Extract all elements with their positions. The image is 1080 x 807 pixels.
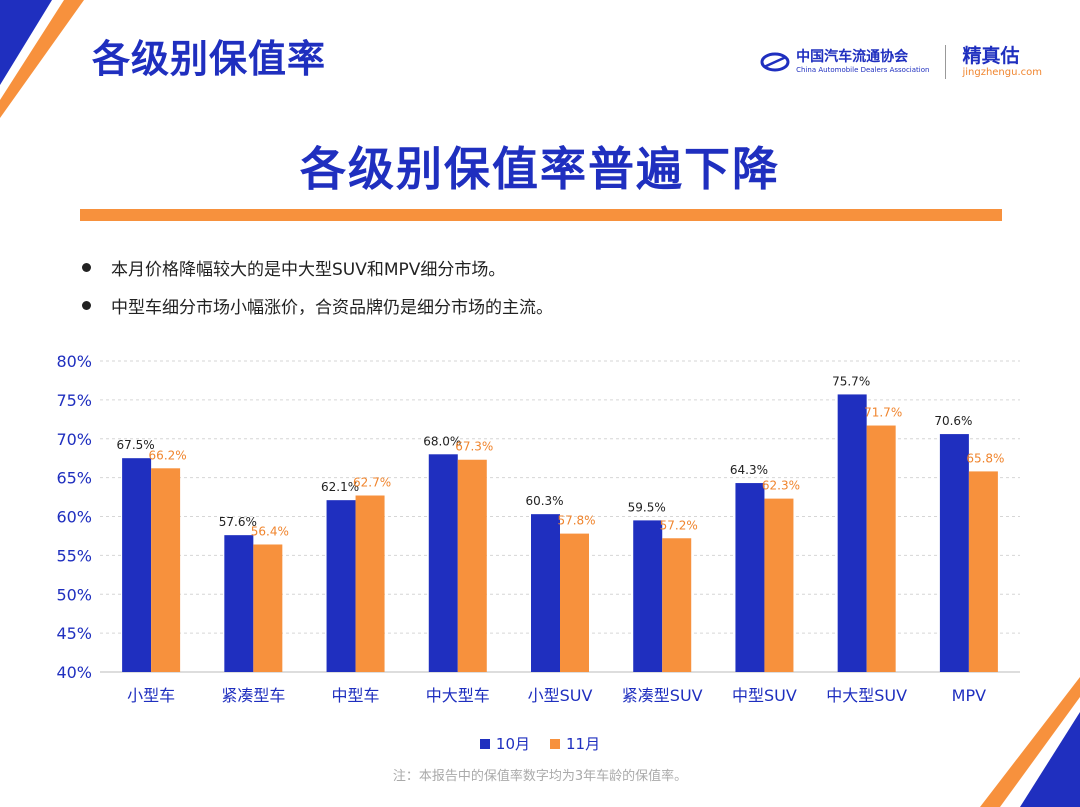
jzg-logo: 精真估 jingzhengu.com	[962, 45, 1042, 79]
x-tick-label: 小型SUV	[528, 686, 593, 705]
footnote: 注：本报告中的保值率数字均为3年车龄的保值率。	[392, 769, 688, 784]
bar-data-label: 57.8%	[557, 514, 595, 528]
y-tick-label: 80%	[56, 352, 92, 371]
title-underline-bar	[80, 209, 1002, 221]
y-tick-label: 60%	[56, 508, 92, 527]
main-title: 各级别保值率普遍下降	[300, 142, 780, 196]
bullet-text: 中型车细分市场小幅涨价，合资品牌仍是细分市场的主流。	[111, 297, 553, 318]
logos: 中国汽车流通协会 China Automobile Dealers Associ…	[760, 42, 1042, 82]
bar-data-label: 68.0%	[423, 434, 461, 448]
logo-separator	[945, 45, 947, 79]
bar-oct	[531, 514, 560, 672]
legend-swatch-nov	[550, 738, 560, 749]
y-tick-label: 45%	[56, 624, 92, 643]
bar-nov	[151, 468, 181, 672]
bar-nov	[866, 425, 896, 672]
bar-data-label: 64.3%	[730, 463, 768, 477]
x-tick-label: MPV	[952, 686, 986, 705]
bar-nov	[355, 495, 385, 672]
y-tick-label: 40%	[56, 663, 92, 682]
bullet-list: 本月价格降幅较大的是中大型SUV和MPV细分市场。 中型车细分市场小幅涨价，合资…	[82, 248, 553, 324]
bullet-item: 中型车细分市场小幅涨价，合资品牌仍是细分市场的主流。	[82, 286, 553, 324]
bullet-dot-icon	[82, 300, 91, 310]
y-tick-label: 50%	[56, 585, 92, 604]
bar-data-label: 75.7%	[832, 374, 870, 388]
cada-name: 中国汽车流通协会 China Automobile Dealers Associ…	[796, 49, 929, 75]
bar-data-label: 62.1%	[321, 480, 359, 494]
bar-nov	[560, 533, 589, 672]
legend-item-oct: 10月	[479, 733, 530, 754]
bar-nov	[662, 538, 692, 672]
bar-nov	[253, 544, 283, 672]
bar-nov	[968, 471, 998, 672]
legend-label-nov: 11月	[566, 735, 601, 753]
x-tick-label: 紧凑型车	[221, 686, 285, 705]
bar-data-label: 56.4%	[251, 524, 289, 538]
bar-data-label: 66.2%	[149, 448, 187, 462]
cada-logo-icon	[760, 52, 790, 72]
bar-data-label: 67.3%	[455, 440, 493, 454]
jzg-url: jingzhengu.com	[962, 67, 1042, 78]
bar-data-label: 62.3%	[762, 479, 800, 493]
legend-label-oct: 10月	[495, 735, 530, 753]
y-tick-label: 70%	[56, 430, 92, 449]
bar-nov	[764, 498, 794, 672]
bar-nov	[457, 459, 487, 672]
cada-name-en: China Automobile Dealers Association	[796, 66, 930, 74]
header-title: 各级别保值率	[92, 37, 327, 81]
legend-item-nov: 11月	[550, 733, 600, 754]
x-tick-label: 中大型车	[426, 686, 490, 705]
bullet-item: 本月价格降幅较大的是中大型SUV和MPV细分市场。	[82, 248, 553, 286]
x-tick-label: 中型SUV	[732, 686, 797, 705]
x-tick-label: 紧凑型SUV	[622, 686, 703, 705]
bar-oct	[939, 434, 969, 672]
x-tick-label: 中型车	[332, 686, 380, 705]
bar-data-label: 65.8%	[966, 451, 1004, 465]
bar-oct	[837, 394, 867, 672]
bar-oct	[326, 500, 356, 672]
corner-stripes-top-left	[0, 0, 84, 118]
bullet-text: 本月价格降幅较大的是中大型SUV和MPV细分市场。	[111, 259, 506, 280]
chart-legend: 10月 11月	[0, 733, 1080, 754]
x-tick-label: 中大型SUV	[826, 686, 907, 705]
bar-data-label: 62.7%	[353, 476, 391, 490]
x-tick-label: 小型车	[127, 686, 175, 705]
bar-data-label: 70.6%	[934, 414, 972, 428]
bar-data-label: 57.6%	[219, 515, 257, 529]
y-tick-label: 65%	[56, 469, 92, 488]
bar-data-label: 71.7%	[864, 406, 902, 420]
cada-name-cn: 中国汽车流通协会	[796, 49, 909, 65]
bar-data-label: 59.5%	[628, 500, 666, 514]
corner-stripes-bottom-right	[980, 677, 1080, 807]
y-tick-label: 55%	[56, 546, 92, 565]
bar-data-label: 67.5%	[117, 438, 155, 452]
jzg-name-cn: 精真估	[962, 45, 1020, 67]
bar-oct	[633, 520, 663, 672]
bar-oct	[428, 454, 458, 672]
bar-oct	[224, 535, 254, 672]
bar-oct	[735, 483, 765, 672]
bar-data-label: 57.2%	[660, 518, 698, 532]
y-tick-label: 75%	[56, 391, 92, 410]
legend-swatch-oct	[479, 738, 490, 749]
bar-oct	[122, 458, 152, 672]
bullet-dot-icon	[82, 262, 91, 272]
bar-data-label: 60.3%	[525, 494, 563, 508]
